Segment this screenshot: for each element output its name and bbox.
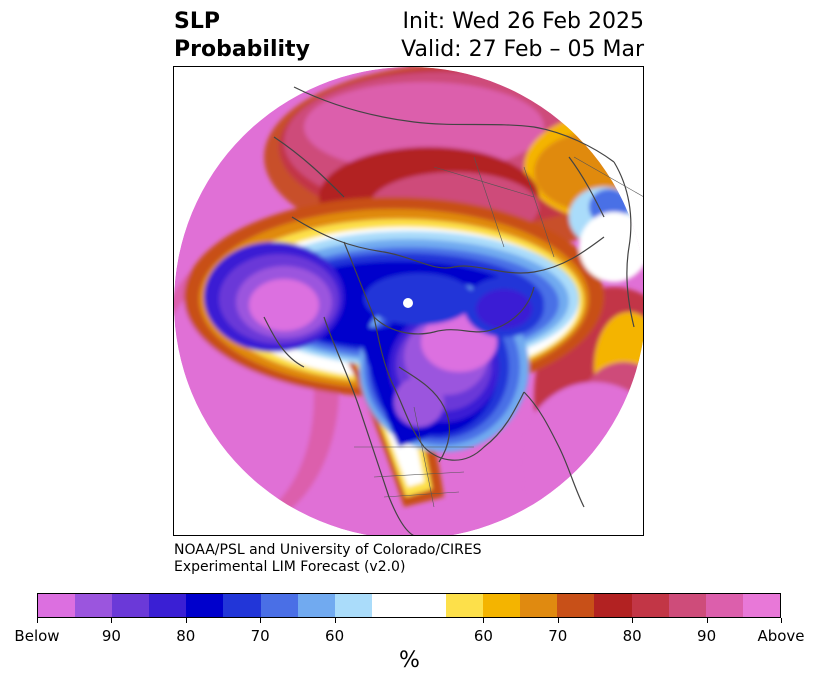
- colorbar-tick-mark: [335, 618, 336, 623]
- colorbar-tick-label: 60: [473, 627, 493, 645]
- colorbar-segment: [149, 594, 187, 617]
- colorbar-segment: [668, 594, 706, 617]
- colorbar-segment: [408, 594, 447, 617]
- colorbar-tick-label: Above: [757, 627, 805, 645]
- colorbar-segment: [557, 594, 595, 617]
- colorbar-tick-mark: [632, 618, 633, 623]
- borders: [354, 156, 643, 508]
- colorbar-units: %: [399, 648, 420, 673]
- colorbar-tick-label: 80: [622, 627, 642, 645]
- colorbar-tick-mark: [186, 618, 187, 623]
- colorbar-tick-mark: [483, 618, 484, 623]
- credit-line-2: Experimental LIM Forecast (v2.0): [174, 559, 406, 575]
- colorbar-tick-label: 70: [250, 627, 270, 645]
- colorbar-tick-mark: [707, 618, 708, 623]
- colorbar-segment: [631, 594, 669, 617]
- colorbar-tick-label: 80: [176, 627, 196, 645]
- colorbar-tick-mark: [781, 618, 782, 623]
- title-metric: Probability: [174, 37, 310, 62]
- colorbar-tick-mark: [37, 618, 38, 623]
- probability-field: [174, 67, 643, 535]
- chart-title-left: SLP Probability: [174, 8, 310, 64]
- colorbar-segment: [112, 594, 150, 617]
- init-date: Init: Wed 26 Feb 2025: [402, 9, 644, 34]
- colorbar-segment: [446, 594, 484, 617]
- credit-text: NOAA/PSL and University of Colorado/CIRE…: [174, 542, 482, 576]
- colorbar-segment: [520, 594, 558, 617]
- title-variable: SLP: [174, 9, 220, 34]
- pole-marker: [403, 298, 413, 308]
- valid-range: Valid: 27 Feb – 05 Mar: [401, 37, 644, 62]
- colorbar-segment: [186, 594, 224, 617]
- colorbar-tick-mark: [260, 618, 261, 623]
- colorbar-tick-label: 70: [548, 627, 568, 645]
- polar-map-svg: [174, 67, 643, 535]
- colorbar-segment: [260, 594, 298, 617]
- colorbar-segment: [223, 594, 261, 617]
- colorbar-tick-label: Below: [14, 627, 60, 645]
- colorbar-tick-mark: [558, 618, 559, 623]
- colorbar-segment: [705, 594, 743, 617]
- credit-line-1: NOAA/PSL and University of Colorado/CIRE…: [174, 542, 482, 558]
- colorbar-segment: [334, 594, 372, 617]
- colorbar-segment: [297, 594, 335, 617]
- colorbar-segment: [75, 594, 113, 617]
- colorbar-segment: [483, 594, 521, 617]
- colorbar-tick-label: 60: [325, 627, 345, 645]
- colorbar-tick-label: 90: [697, 627, 717, 645]
- forecast-map: [173, 66, 644, 536]
- colorbar-segment: [371, 594, 409, 617]
- colorbar-segment: [742, 594, 780, 617]
- colorbar-segment: [594, 594, 632, 617]
- colorbar-tick-mark: [111, 618, 112, 623]
- colorbar: [37, 593, 781, 618]
- colorbar-tick-label: 90: [101, 627, 121, 645]
- colorbar-segment: [38, 594, 76, 617]
- chart-title-right: Init: Wed 26 Feb 2025 Valid: 27 Feb – 05…: [401, 8, 644, 64]
